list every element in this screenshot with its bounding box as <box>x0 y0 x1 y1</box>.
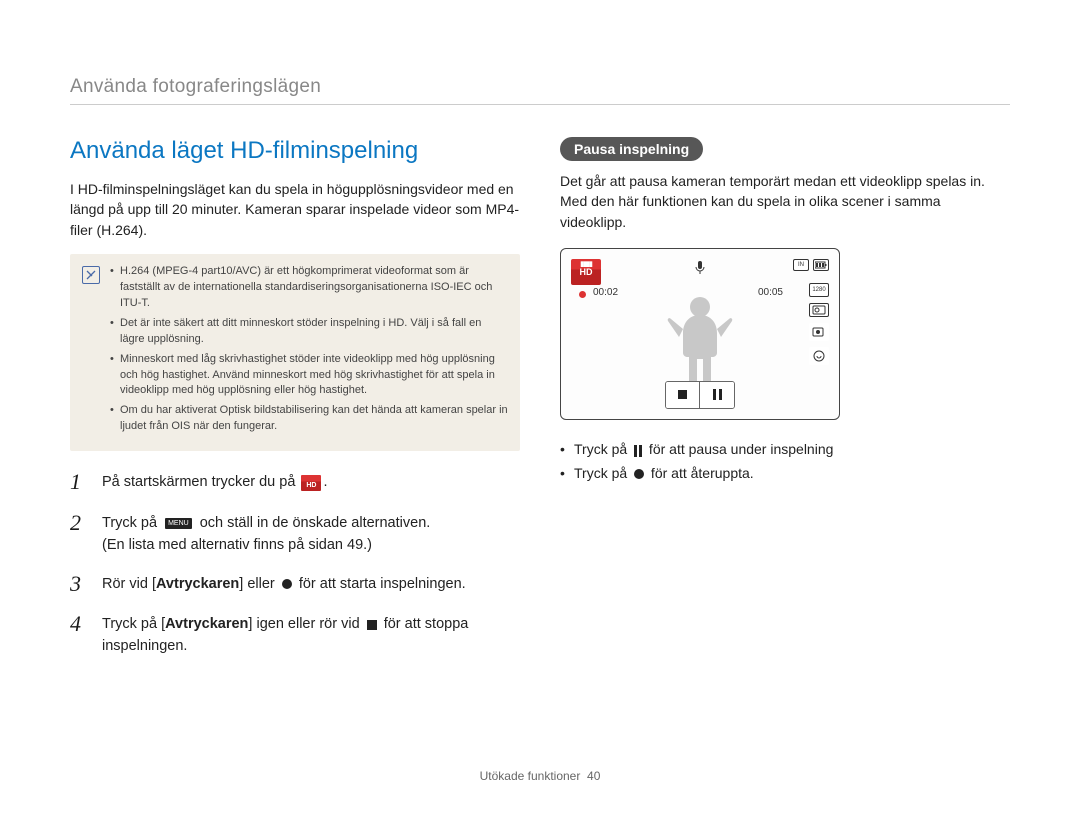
subsection-pill: Pausa inspelning <box>560 137 703 161</box>
side-icon <box>809 347 829 365</box>
step-text: ] eller <box>239 576 279 592</box>
note-icon <box>82 266 100 284</box>
step-text: På startskärmen trycker du på <box>102 474 299 490</box>
shutter-label: Avtryckaren <box>156 576 239 592</box>
step-text: Rör vid [ <box>102 576 156 592</box>
total-time: 00:05 <box>758 287 783 298</box>
record-icon <box>282 579 292 589</box>
right-column: Pausa inspelning Det går att pausa kamer… <box>560 137 1010 672</box>
step-text: för att starta inspelningen. <box>295 576 466 592</box>
battery-icon <box>813 259 829 271</box>
note-item: Minneskort med låg skrivhastighet stöder… <box>110 352 508 400</box>
storage-in-icon: IN <box>793 259 809 271</box>
record-icon <box>634 469 644 479</box>
stop-icon <box>367 620 377 630</box>
note-box: H.264 (MPEG-4 part10/AVC) är ett högkomp… <box>70 254 520 451</box>
microphone-icon <box>695 261 705 278</box>
left-intro: I HD-filminspelningsläget kan du spela i… <box>70 179 520 240</box>
menu-icon: MENU <box>165 518 192 529</box>
step-number: 3 <box>70 571 88 597</box>
elapsed-time: 00:02 <box>593 287 618 298</box>
note-item: Det är inte säkert att ditt minneskort s… <box>110 316 508 348</box>
page-footer: Utökade funktioner 40 <box>0 769 1080 783</box>
note-item: Om du har aktiverat Optisk bildstabilise… <box>110 403 508 435</box>
bullet-item: Tryck på för att pausa under inspelning <box>560 438 1010 462</box>
step-3: 3 Rör vid [Avtryckaren] eller för att st… <box>70 571 520 597</box>
left-heading: Använda läget HD-filminspelning <box>70 137 520 165</box>
playback-controls <box>665 381 735 409</box>
step-2: 2 Tryck på MENU och ställ in de önskade … <box>70 510 520 557</box>
step-text: och ställ in de önskade alternativen. <box>196 515 431 531</box>
instruction-bullets: Tryck på för att pausa under inspelning … <box>560 438 1010 486</box>
step-text: Tryck på [ <box>102 616 165 632</box>
steps-list: 1 På startskärmen trycker du på . 2 Tryc… <box>70 469 520 658</box>
hd-mode-icon <box>301 475 321 491</box>
step-number: 4 <box>70 611 88 658</box>
right-intro: Det går att pausa kameran temporärt meda… <box>560 171 1010 232</box>
pause-button[interactable] <box>700 382 734 408</box>
left-column: Använda läget HD-filminspelning I HD-fil… <box>70 137 520 672</box>
person-silhouette-icon <box>665 293 735 393</box>
resolution-icon: 1280 <box>809 283 829 297</box>
camera-screen-figure: ▮▮▮▮ HD 00:02 00:05 IN 1280 <box>560 248 840 420</box>
fps-icon <box>809 303 829 317</box>
step-text: Tryck på <box>102 515 161 531</box>
step-text: . <box>323 474 327 490</box>
recording-dot-icon <box>579 291 586 298</box>
step-4: 4 Tryck på [Avtryckaren] igen eller rör … <box>70 611 520 658</box>
stop-button[interactable] <box>666 382 700 408</box>
step-number: 1 <box>70 469 88 495</box>
bullet-item: Tryck på för att återuppta. <box>560 462 1010 486</box>
step-subtext: (En lista med alternativ finns på sidan … <box>102 537 372 553</box>
step-number: 2 <box>70 510 88 557</box>
step-1: 1 På startskärmen trycker du på . <box>70 469 520 495</box>
pause-icon <box>634 445 642 457</box>
step-text: ] igen eller rör vid <box>248 616 363 632</box>
note-list: H.264 (MPEG-4 part10/AVC) är ett högkomp… <box>110 264 508 439</box>
hd-badge-icon: ▮▮▮▮ HD <box>571 259 601 285</box>
shutter-label: Avtryckaren <box>165 616 248 632</box>
side-icon <box>809 323 829 341</box>
note-item: H.264 (MPEG-4 part10/AVC) är ett högkomp… <box>110 264 508 312</box>
section-header: Använda fotograferingslägen <box>70 76 1010 105</box>
